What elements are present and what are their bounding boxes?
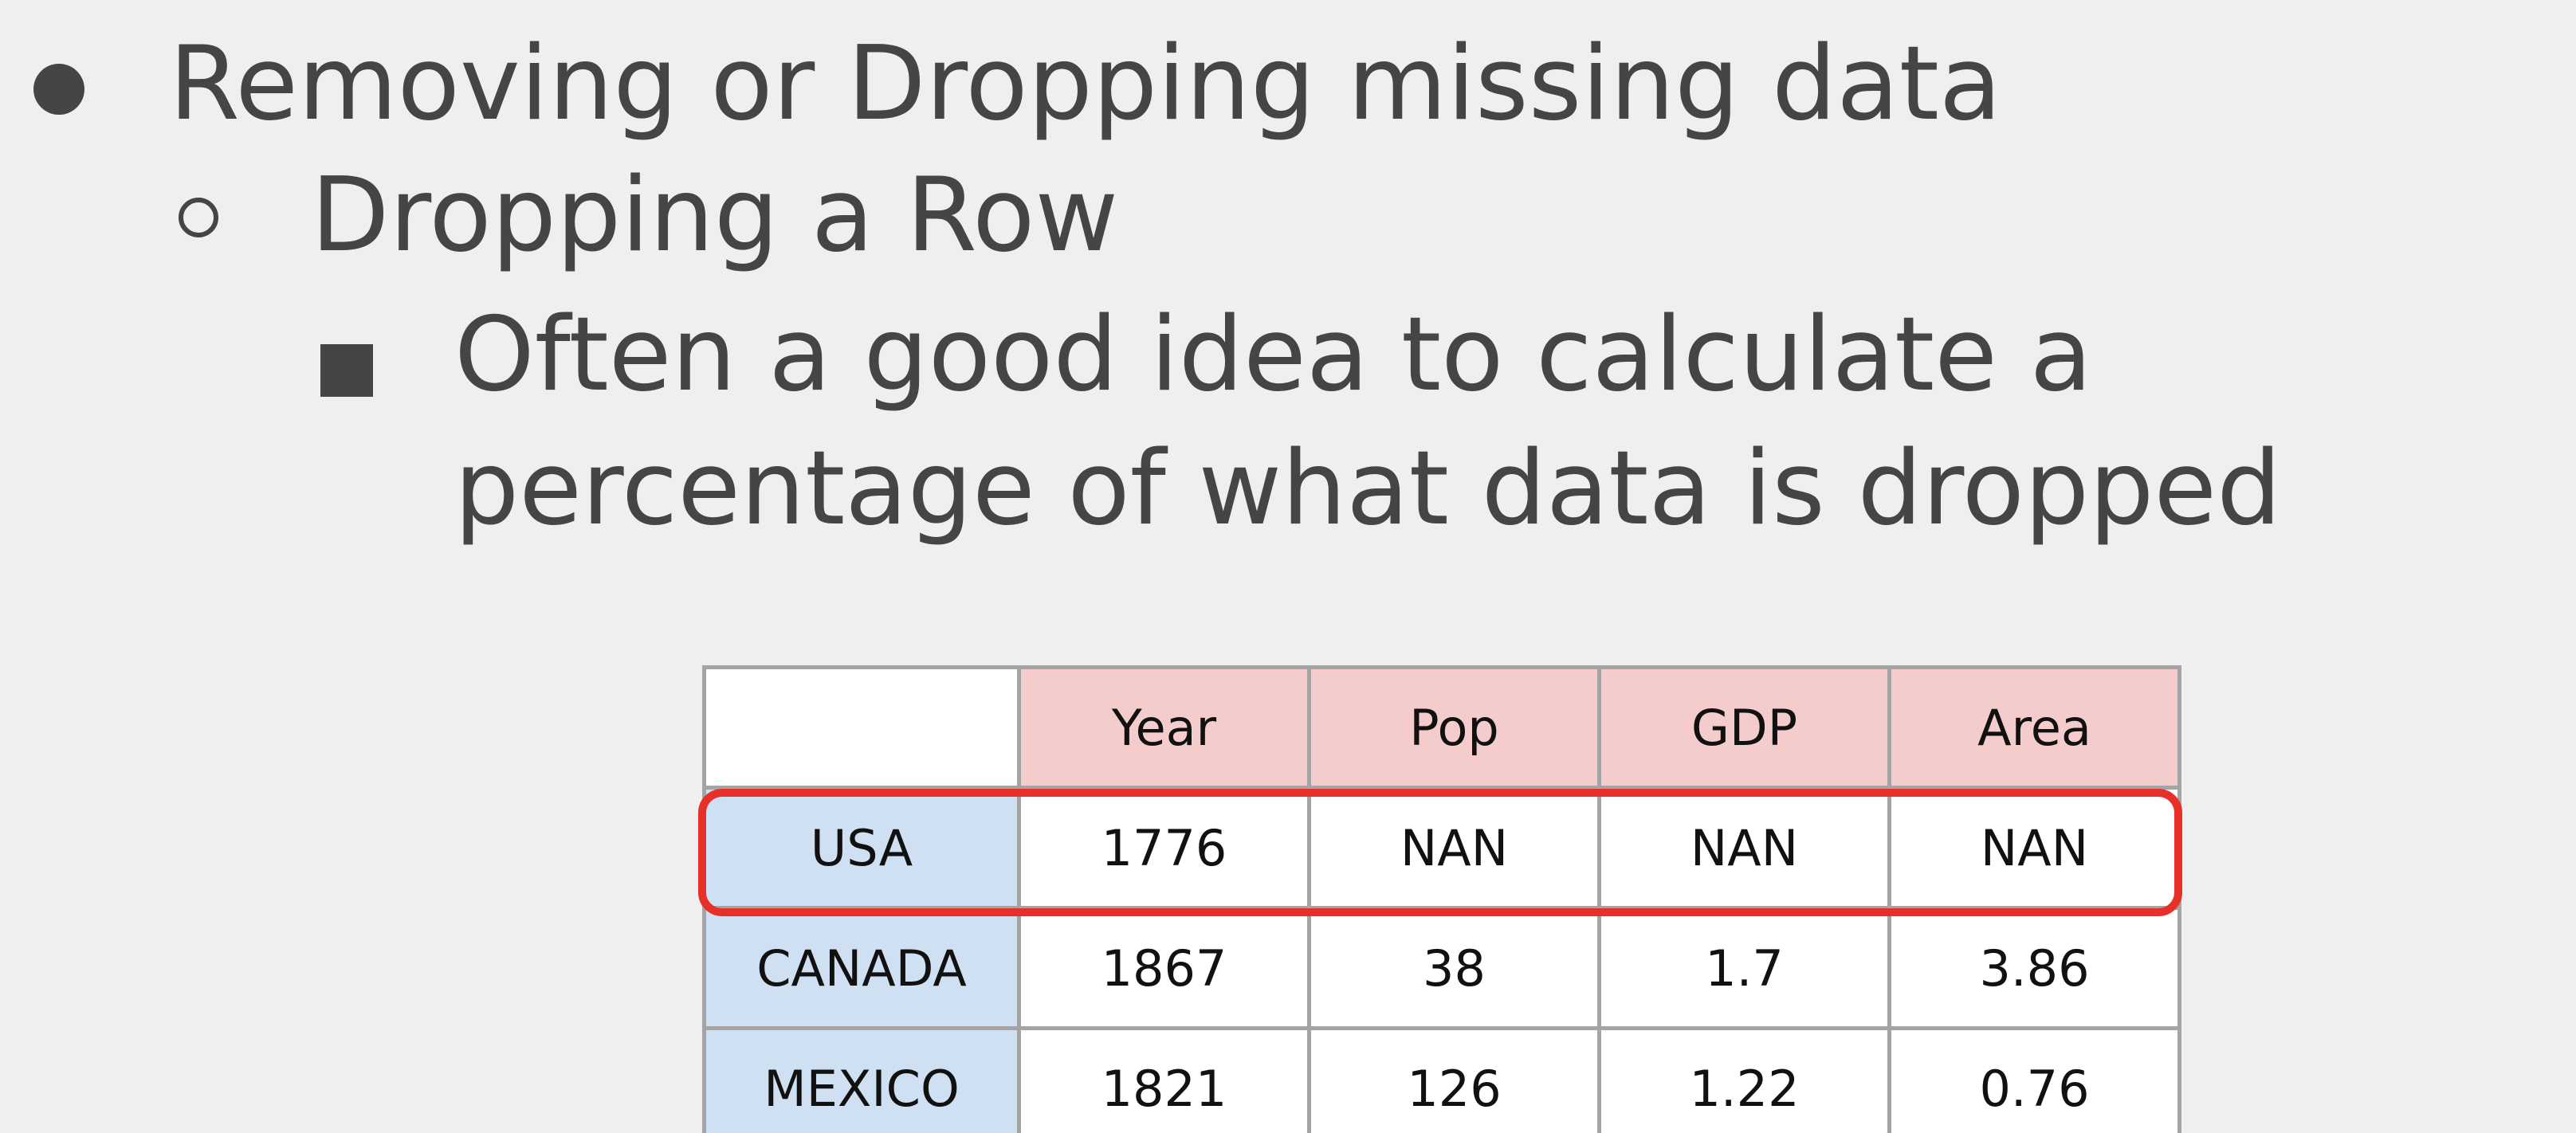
- table-cell: 1776: [1017, 786, 1311, 910]
- bullet-circle-icon: [179, 198, 218, 237]
- table-cell: 3.86: [1887, 906, 2181, 1030]
- data-table-wrapper: Year Pop GDP Area USA 1776 NAN NAN NAN C…: [702, 665, 2181, 1133]
- table-cell: 1821: [1017, 1026, 1311, 1133]
- bullet-level1: Removing or Dropping missing data: [169, 25, 2002, 143]
- column-header-area: Area: [1887, 665, 2181, 790]
- row-label: MEXICO: [702, 1026, 1021, 1133]
- table-cell: 0.76: [1887, 1026, 2181, 1133]
- table-cell: 1.22: [1597, 1026, 1891, 1133]
- bullet-square-icon: [320, 344, 373, 397]
- column-header-year: Year: [1017, 665, 1311, 790]
- table-row: CANADA 1867 38 1.7 3.86: [702, 906, 2181, 1030]
- column-header-gdp: GDP: [1597, 665, 1891, 790]
- bullet-level2: Dropping a Row: [311, 156, 1119, 275]
- table-header-row: Year Pop GDP Area: [702, 665, 2181, 790]
- bullet-level3-line1: Often a good idea to calculate a: [454, 296, 2093, 414]
- row-label: CANADA: [702, 906, 1021, 1030]
- table-cell: NAN: [1307, 786, 1601, 910]
- data-table: Year Pop GDP Area USA 1776 NAN NAN NAN C…: [702, 665, 2181, 1133]
- column-header-pop: Pop: [1307, 665, 1601, 790]
- table-cell: 38: [1307, 906, 1601, 1030]
- table-corner-cell: [702, 665, 1021, 790]
- table-cell: 1867: [1017, 906, 1311, 1030]
- table-cell: 126: [1307, 1026, 1601, 1133]
- bullet-disc-icon: [33, 64, 84, 115]
- table-cell: 1.7: [1597, 906, 1891, 1030]
- row-label: USA: [702, 786, 1021, 910]
- table-row: MEXICO 1821 126 1.22 0.76: [702, 1026, 2181, 1133]
- table-row: USA 1776 NAN NAN NAN: [702, 786, 2181, 910]
- bullet-level3-line2: percentage of what data is dropped: [454, 429, 2282, 548]
- table-cell: NAN: [1887, 786, 2181, 910]
- table-cell: NAN: [1597, 786, 1891, 910]
